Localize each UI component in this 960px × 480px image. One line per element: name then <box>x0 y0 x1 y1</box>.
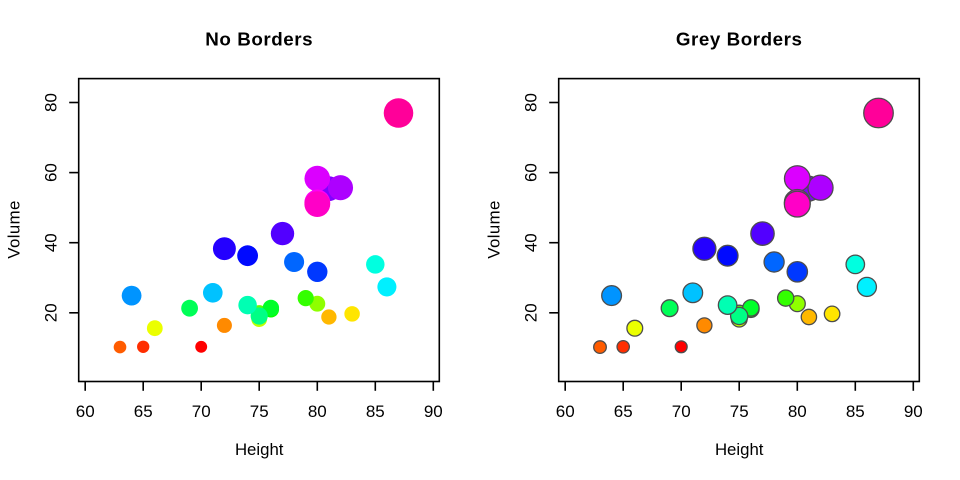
svg-text:80: 80 <box>788 402 807 421</box>
svg-text:80: 80 <box>308 402 327 421</box>
svg-text:75: 75 <box>250 402 269 421</box>
svg-text:70: 70 <box>192 402 211 421</box>
svg-text:90: 90 <box>424 402 443 421</box>
svg-text:Height: Height <box>715 440 764 459</box>
svg-text:60: 60 <box>556 402 575 421</box>
svg-text:65: 65 <box>134 402 153 421</box>
svg-text:Height: Height <box>235 440 284 459</box>
svg-text:60: 60 <box>522 163 541 182</box>
svg-text:65: 65 <box>614 402 633 421</box>
svg-text:20: 20 <box>522 303 541 322</box>
svg-text:Volume: Volume <box>485 200 504 258</box>
svg-text:80: 80 <box>42 93 61 112</box>
svg-text:Grey Borders: Grey Borders <box>676 29 803 50</box>
svg-text:90: 90 <box>904 402 923 421</box>
svg-text:80: 80 <box>522 93 541 112</box>
svg-text:40: 40 <box>522 233 541 252</box>
svg-text:85: 85 <box>846 402 865 421</box>
svg-text:85: 85 <box>366 402 385 421</box>
svg-text:75: 75 <box>730 402 749 421</box>
svg-text:40: 40 <box>42 233 61 252</box>
svg-text:60: 60 <box>42 163 61 182</box>
svg-text:No Borders: No Borders <box>205 29 313 50</box>
svg-text:Volume: Volume <box>5 200 24 258</box>
svg-text:20: 20 <box>42 303 61 322</box>
svg-text:60: 60 <box>76 402 95 421</box>
svg-text:70: 70 <box>672 402 691 421</box>
